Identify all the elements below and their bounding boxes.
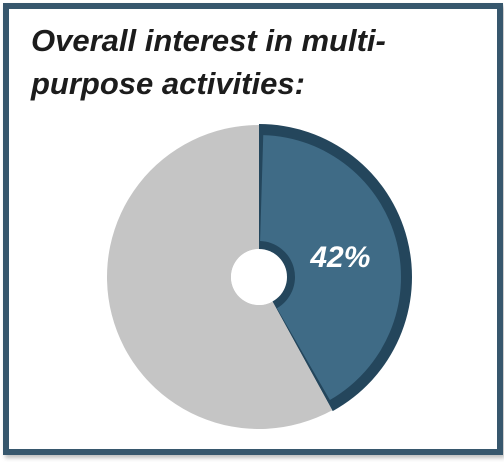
pie-slice-0 xyxy=(260,135,401,401)
donut-hole xyxy=(231,249,287,305)
donut-chart: 42% xyxy=(107,124,412,429)
chart-title: Overall interest in multi-purpose activi… xyxy=(31,23,386,101)
data-label-0: 42% xyxy=(309,241,370,274)
pie-slice-1 xyxy=(107,125,333,429)
chart-frame: Overall interest in multi-purpose activi… xyxy=(3,3,503,455)
